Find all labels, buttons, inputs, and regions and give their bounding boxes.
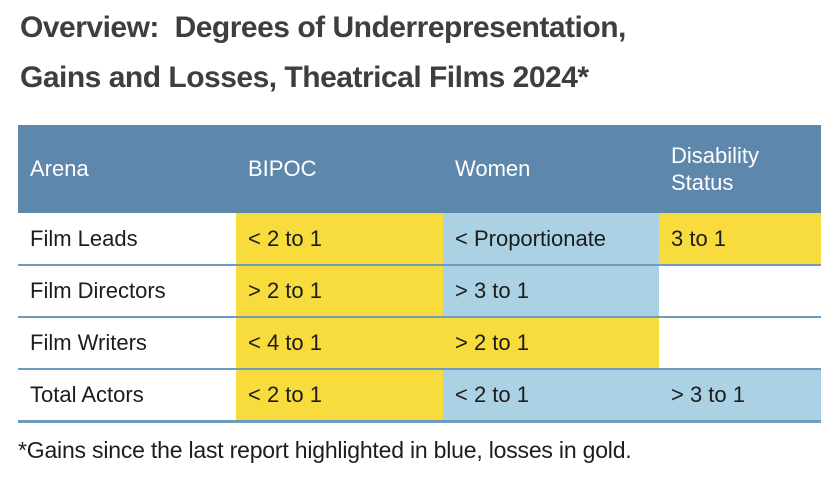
column-header-women: Women (443, 125, 659, 213)
ratio-cell (659, 264, 821, 317)
page-title-line1: Overview: Degrees of Underrepresentation… (20, 11, 626, 44)
table-row-film-writers: Film Writers < 4 to 1 > 2 to 1 (18, 316, 821, 369)
ratio-cell: < Proportionate (443, 213, 659, 265)
ratio-cell: > 2 to 1 (236, 264, 443, 317)
table-row-film-leads: Film Leads < 2 to 1 < Proportionate 3 to… (18, 213, 821, 265)
ratio-cell: > 2 to 1 (443, 316, 659, 369)
ratio-cell: < 2 to 1 (443, 368, 659, 423)
row-label: Film Directors (18, 264, 236, 317)
column-header-bipoc: BIPOC (236, 125, 443, 213)
ratio-cell: < 4 to 1 (236, 316, 443, 369)
row-label: Total Actors (18, 368, 236, 423)
column-header-disability-status: Disability Status (659, 125, 821, 213)
ratio-cell (659, 316, 821, 369)
underrepresentation-table: Arena BIPOC Women Disability Status Film… (18, 125, 821, 423)
footnote: *Gains since the last report highlighted… (18, 437, 632, 463)
column-header-arena: Arena (18, 125, 236, 213)
page-title-line2: Gains and Losses, Theatrical Films 2024* (20, 61, 589, 94)
ratio-cell: 3 to 1 (659, 213, 821, 265)
row-label: Film Leads (30, 225, 138, 251)
ratio-cell: < 2 to 1 (236, 368, 443, 423)
header-row: Arena BIPOC Women Disability Status (18, 125, 821, 213)
row-label: Film Writers (18, 316, 236, 369)
ratio-cell: > 3 to 1 (659, 368, 821, 423)
ratio-cell: < 2 to 1 (236, 213, 443, 265)
ratio-cell: > 3 to 1 (443, 264, 659, 317)
table-row-film-directors: Film Directors > 2 to 1 > 3 to 1 (18, 264, 821, 317)
table-row-total-actors: Total Actors < 2 to 1 < 2 to 1 > 3 to 1 (18, 368, 821, 423)
page-title: Overview: Degrees of Underrepresentation… (20, 3, 820, 103)
